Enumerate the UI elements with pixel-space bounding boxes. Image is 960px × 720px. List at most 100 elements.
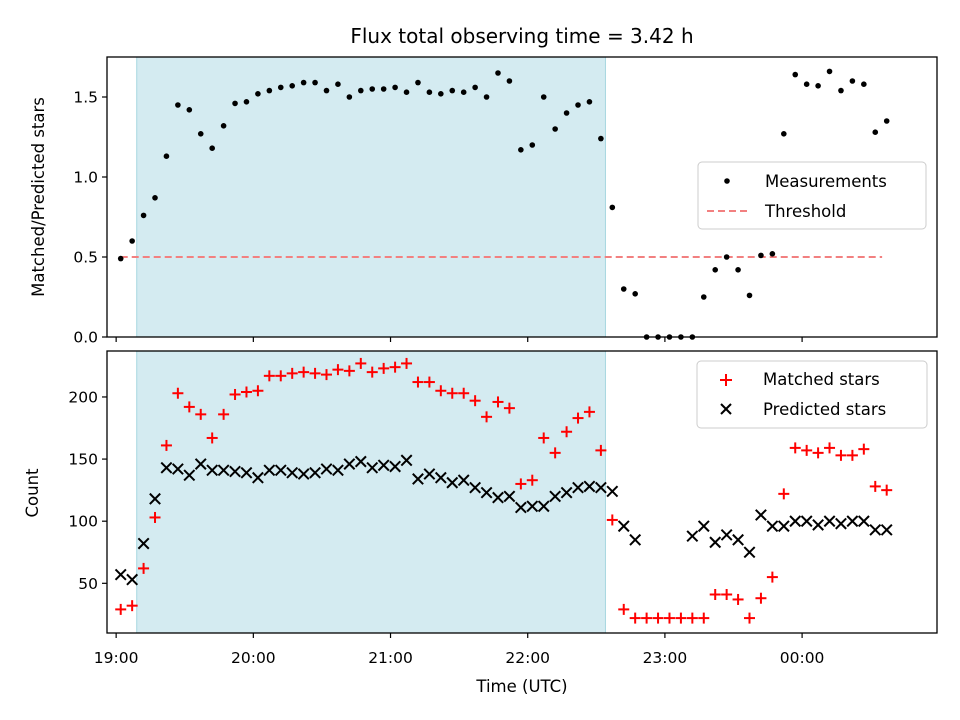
matched-point (206, 432, 218, 444)
x-tick-label: 22:00 (505, 649, 550, 667)
measurement-point (826, 68, 833, 75)
matched-point (252, 385, 264, 397)
predicted-point (583, 480, 596, 493)
measurement-point (392, 84, 398, 91)
measurement-point (255, 91, 261, 97)
predicted-point (606, 485, 619, 498)
predicted-point (777, 520, 790, 533)
measurement-point (586, 99, 593, 105)
predicted-point (835, 517, 847, 530)
matched-point (423, 376, 435, 388)
predicted-point (194, 458, 207, 470)
measurement-point (483, 94, 490, 100)
measurement-point (335, 81, 341, 87)
matched-point (721, 588, 733, 600)
predicted-point (160, 461, 173, 474)
predicted-point (412, 473, 424, 485)
measurement-point (175, 102, 181, 108)
predicted-point (389, 460, 402, 473)
predicted-point (800, 515, 813, 528)
count-panel: 50 100 150 200 19:00 20:00 21:00 22:00 23:00 00:… (23, 350, 938, 696)
predicted-point (252, 471, 264, 484)
predicted-legend-marker (720, 403, 732, 415)
legend-label-matched: Matched stars (763, 370, 880, 389)
measurement-point (598, 135, 604, 142)
legend-label-measurements: Measurements (765, 172, 887, 191)
matched-point (561, 426, 573, 438)
predicted-point (274, 464, 287, 477)
predicted-point (263, 464, 276, 477)
x-axis-label: Time (UTC) (475, 677, 567, 696)
ratio-legend: Measurements Threshold (697, 161, 927, 230)
matched-point (789, 442, 801, 454)
measurement-point (758, 252, 764, 259)
matched-point (538, 432, 550, 444)
predicted-point (720, 528, 733, 541)
measurement-point (220, 123, 227, 129)
predicted-point (240, 466, 253, 479)
predicted-point (514, 501, 527, 514)
predicted-point (617, 520, 630, 533)
measurement-point (152, 195, 158, 201)
matched-point (629, 612, 641, 624)
measurement-point (620, 286, 627, 292)
measurement-point (197, 131, 204, 137)
measurement-point (723, 254, 730, 260)
matched-point (481, 411, 493, 423)
measurement-point (872, 129, 879, 135)
matched-point (515, 478, 527, 490)
observing-window-span (136, 56, 606, 338)
measurement-point (529, 142, 536, 148)
matched-point (263, 370, 275, 382)
predicted-point (434, 471, 447, 484)
matched-point (355, 357, 367, 369)
matched-point (881, 484, 893, 496)
matched-point (298, 366, 310, 378)
predicted-point (332, 464, 344, 477)
predicted-point (480, 486, 493, 499)
measurement-point (266, 87, 273, 94)
matched-point (698, 612, 710, 624)
measurement-point (472, 84, 478, 91)
matched-point (343, 365, 355, 377)
predicted-point (206, 464, 219, 477)
count-legend: Matched stars Predicted stars (696, 360, 928, 429)
measurement-point (186, 107, 193, 113)
measurement-point (323, 87, 330, 94)
measurement-point (803, 81, 810, 87)
matched-point (755, 592, 767, 604)
count-ytick-label: 150 (68, 451, 98, 469)
measurement-point (861, 81, 867, 87)
predicted-point (594, 481, 607, 494)
predicted-point (846, 515, 859, 528)
measurement-point (129, 238, 135, 244)
measurement-point (769, 251, 776, 257)
ratio-panel-frame (106, 56, 938, 338)
matched-point (663, 612, 675, 624)
matched-point (160, 439, 172, 451)
predicted-point (309, 466, 321, 479)
matched-point (732, 593, 744, 605)
predicted-point (217, 464, 230, 477)
matched-point (824, 442, 836, 454)
matched-point (766, 571, 778, 583)
measurement-point (243, 99, 250, 105)
predicted-point (823, 515, 836, 528)
matched-point (458, 387, 470, 399)
predicted-point (766, 520, 779, 533)
matched-point (492, 396, 504, 408)
measurement-point (518, 147, 524, 153)
matched-point (286, 367, 298, 379)
matched-point (652, 612, 664, 624)
predicted-point (423, 468, 436, 480)
measurement-point (117, 255, 124, 262)
measurement-point (781, 131, 787, 137)
matched-point (446, 387, 458, 399)
matched-point (526, 474, 538, 486)
measurement-point (209, 145, 215, 151)
measurement-point (540, 94, 547, 100)
matched-point (846, 449, 858, 461)
measurement-point (495, 70, 501, 76)
predicted-point (789, 515, 802, 528)
